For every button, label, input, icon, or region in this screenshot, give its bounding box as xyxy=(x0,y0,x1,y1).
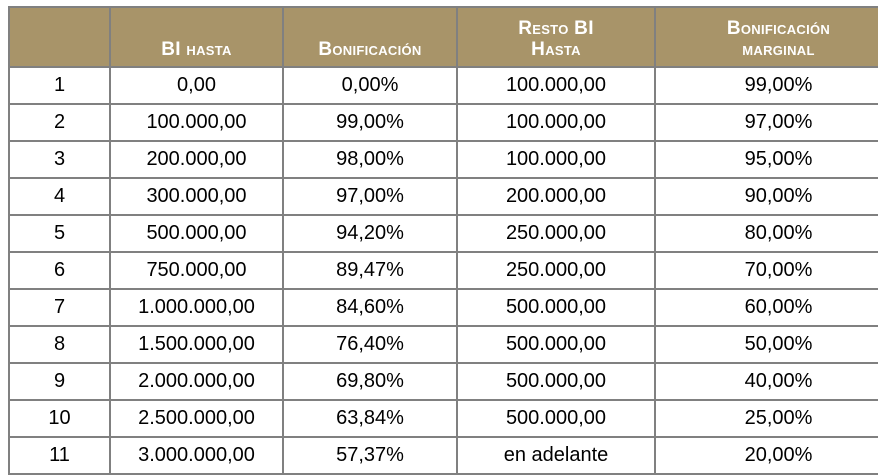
column-header-bonificacion-marginal: Bonificación marginal xyxy=(654,6,878,68)
table-row: 11 3.000.000,00 57,37% en adelante 20,00% xyxy=(8,436,878,475)
cell-bonificacion-marginal: 70,00% xyxy=(654,251,878,290)
cell-resto-bi-hasta: en adelante xyxy=(456,436,656,475)
cell-bonificacion: 99,00% xyxy=(282,103,458,142)
cell-bonificacion: 94,20% xyxy=(282,214,458,253)
bonification-table: BI hasta Bonificación Resto BI Hasta Bonific… xyxy=(8,6,878,475)
cell-bonificacion-marginal: 50,00% xyxy=(654,325,878,364)
cell-bi-hasta: 300.000,00 xyxy=(109,177,284,216)
cell-bi-hasta: 200.000,00 xyxy=(109,140,284,179)
header-row: BI hasta Bonificación Resto BI Hasta Bonific… xyxy=(8,6,878,68)
cell-bi-hasta: 3.000.000,00 xyxy=(109,436,284,475)
column-header-text: BI hasta xyxy=(161,39,232,60)
cell-row-number: 1 xyxy=(8,66,111,105)
cell-bi-hasta: 2.500.000,00 xyxy=(109,399,284,438)
table-header: BI hasta Bonificación Resto BI Hasta Bonific… xyxy=(8,6,878,68)
cell-bi-hasta: 1.500.000,00 xyxy=(109,325,284,364)
cell-bonificacion: 63,84% xyxy=(282,399,458,438)
column-header-text: marginal xyxy=(742,39,815,60)
column-header-text: Bonificación xyxy=(726,18,831,39)
cell-row-number: 8 xyxy=(8,325,111,364)
cell-bonificacion: 89,47% xyxy=(282,251,458,290)
cell-row-number: 10 xyxy=(8,399,111,438)
column-header-bi-hasta: BI hasta xyxy=(109,6,284,68)
cell-row-number: 5 xyxy=(8,214,111,253)
cell-bi-hasta: 1.000.000,00 xyxy=(109,288,284,327)
cell-resto-bi-hasta: 500.000,00 xyxy=(456,288,656,327)
cell-row-number: 2 xyxy=(8,103,111,142)
cell-row-number: 9 xyxy=(8,362,111,401)
column-header-row-number xyxy=(8,6,111,68)
cell-resto-bi-hasta: 500.000,00 xyxy=(456,399,656,438)
table-row: 5 500.000,00 94,20% 250.000,00 80,00% xyxy=(8,214,878,253)
cell-bi-hasta: 2.000.000,00 xyxy=(109,362,284,401)
column-header-resto-bi-hasta: Resto BI Hasta xyxy=(456,6,656,68)
cell-bonificacion: 69,80% xyxy=(282,362,458,401)
cell-resto-bi-hasta: 500.000,00 xyxy=(456,362,656,401)
cell-row-number: 11 xyxy=(8,436,111,475)
cell-row-number: 6 xyxy=(8,251,111,290)
cell-bonificacion-marginal: 90,00% xyxy=(654,177,878,216)
cell-bonificacion-marginal: 99,00% xyxy=(654,66,878,105)
cell-row-number: 7 xyxy=(8,288,111,327)
column-header-text: Hasta xyxy=(531,39,581,60)
cell-bonificacion: 57,37% xyxy=(282,436,458,475)
table-row: 8 1.500.000,00 76,40% 500.000,00 50,00% xyxy=(8,325,878,364)
cell-bonificacion-marginal: 60,00% xyxy=(654,288,878,327)
cell-bonificacion-marginal: 40,00% xyxy=(654,362,878,401)
column-header-text: Bonificación xyxy=(318,39,422,60)
cell-bonificacion-marginal: 97,00% xyxy=(654,103,878,142)
cell-bonificacion-marginal: 80,00% xyxy=(654,214,878,253)
table-row: 2 100.000,00 99,00% 100.000,00 97,00% xyxy=(8,103,878,142)
cell-bonificacion-marginal: 95,00% xyxy=(654,140,878,179)
cell-bonificacion: 97,00% xyxy=(282,177,458,216)
cell-resto-bi-hasta: 250.000,00 xyxy=(456,214,656,253)
cell-bonificacion: 98,00% xyxy=(282,140,458,179)
cell-row-number: 3 xyxy=(8,140,111,179)
column-header-bonificacion: Bonificación xyxy=(282,6,458,68)
cell-resto-bi-hasta: 200.000,00 xyxy=(456,177,656,216)
table-row: 7 1.000.000,00 84,60% 500.000,00 60,00% xyxy=(8,288,878,327)
table-row: 3 200.000,00 98,00% 100.000,00 95,00% xyxy=(8,140,878,179)
cell-row-number: 4 xyxy=(8,177,111,216)
cell-bi-hasta: 0,00 xyxy=(109,66,284,105)
cell-bonificacion-marginal: 20,00% xyxy=(654,436,878,475)
table-row: 6 750.000,00 89,47% 250.000,00 70,00% xyxy=(8,251,878,290)
cell-resto-bi-hasta: 100.000,00 xyxy=(456,103,656,142)
cell-resto-bi-hasta: 100.000,00 xyxy=(456,140,656,179)
table-row: 1 0,00 0,00% 100.000,00 99,00% xyxy=(8,66,878,105)
cell-resto-bi-hasta: 100.000,00 xyxy=(456,66,656,105)
cell-bonificacion: 76,40% xyxy=(282,325,458,364)
cell-bonificacion: 84,60% xyxy=(282,288,458,327)
column-header-text: Resto BI xyxy=(518,18,594,39)
cell-bonificacion-marginal: 25,00% xyxy=(654,399,878,438)
cell-bonificacion: 0,00% xyxy=(282,66,458,105)
cell-resto-bi-hasta: 250.000,00 xyxy=(456,251,656,290)
cell-bi-hasta: 100.000,00 xyxy=(109,103,284,142)
cell-resto-bi-hasta: 500.000,00 xyxy=(456,325,656,364)
cell-bi-hasta: 750.000,00 xyxy=(109,251,284,290)
table-body: 1 0,00 0,00% 100.000,00 99,00% 2 100.000,00 99,… xyxy=(8,66,878,475)
table-row: 9 2.000.000,00 69,80% 500.000,00 40,00% xyxy=(8,362,878,401)
table-row: 4 300.000,00 97,00% 200.000,00 90,00% xyxy=(8,177,878,216)
table-row: 10 2.500.000,00 63,84% 500.000,00 25,00% xyxy=(8,399,878,438)
cell-bi-hasta: 500.000,00 xyxy=(109,214,284,253)
